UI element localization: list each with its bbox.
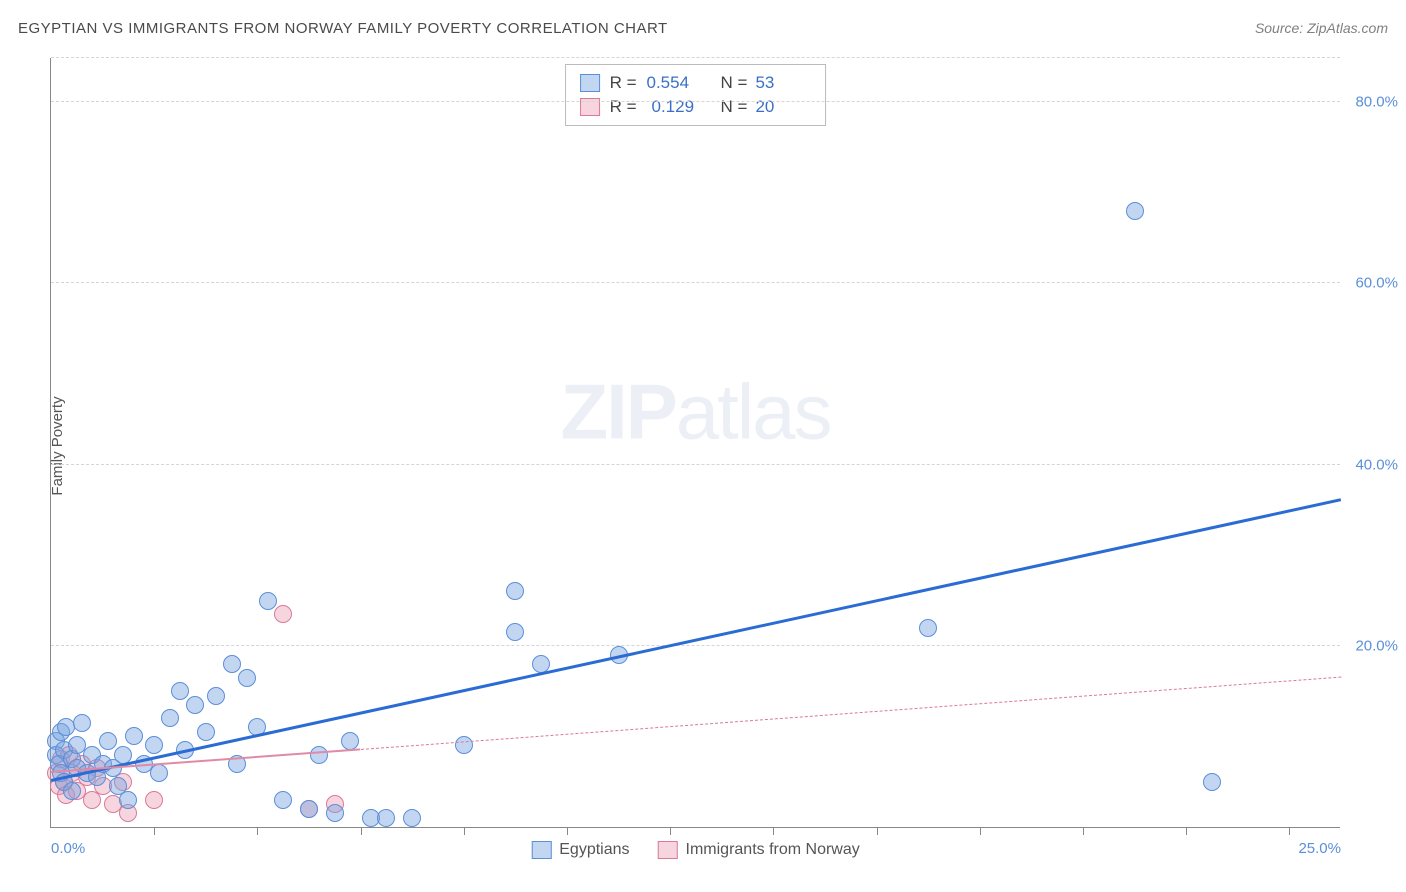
egyptian-point (377, 809, 395, 827)
egyptian-point (171, 682, 189, 700)
n-value-b: 20 (755, 97, 811, 117)
trendline-norway (361, 677, 1341, 750)
x-tick (567, 827, 568, 835)
correlation-legend: R = 0.554 N = 53 R = 0.129 N = 20 (565, 64, 827, 126)
series-legend: Egyptians Immigrants from Norway (531, 841, 860, 859)
gridline (51, 464, 1340, 465)
egyptian-point (326, 804, 344, 822)
source-label: Source: ZipAtlas.com (1255, 20, 1388, 36)
egyptian-point (506, 582, 524, 600)
egyptian-point (73, 714, 91, 732)
legend-row-norway: R = 0.129 N = 20 (580, 95, 812, 119)
egyptian-point (455, 736, 473, 754)
y-tick-label: 60.0% (1355, 275, 1398, 292)
norway-point (145, 791, 163, 809)
x-tick (464, 827, 465, 835)
egyptian-point (125, 727, 143, 745)
egyptian-point (197, 723, 215, 741)
swatch-egyptians-icon (531, 841, 551, 859)
egyptian-point (310, 746, 328, 764)
egyptian-point (150, 764, 168, 782)
legend-item-egyptians: Egyptians (531, 841, 629, 859)
y-tick-label: 40.0% (1355, 456, 1398, 473)
x-tick (1289, 827, 1290, 835)
x-tick (257, 827, 258, 835)
watermark: ZIPatlas (560, 366, 830, 457)
egyptian-point (259, 592, 277, 610)
egyptian-point (63, 782, 81, 800)
gridline (51, 645, 1340, 646)
swatch-norway-icon (658, 841, 678, 859)
chart-title: EGYPTIAN VS IMMIGRANTS FROM NORWAY FAMIL… (18, 20, 668, 37)
egyptian-point (403, 809, 421, 827)
x-tick-label: 25.0% (1298, 840, 1341, 857)
egyptian-point (919, 619, 937, 637)
gridline (51, 282, 1340, 283)
x-tick (670, 827, 671, 835)
egyptian-point (506, 623, 524, 641)
r-value-b: 0.129 (647, 97, 703, 117)
x-tick (773, 827, 774, 835)
egyptian-point (99, 732, 117, 750)
egyptian-point (223, 655, 241, 673)
scatter-plot: ZIPatlas R = 0.554 N = 53 R = 0.129 N = … (50, 58, 1340, 828)
trendline-egyptians (51, 498, 1342, 781)
egyptian-point (1203, 773, 1221, 791)
egyptian-point (300, 800, 318, 818)
legend-item-norway: Immigrants from Norway (658, 841, 860, 859)
egyptian-point (145, 736, 163, 754)
egyptian-point (119, 791, 137, 809)
egyptian-point (207, 687, 225, 705)
r-value-a: 0.554 (647, 73, 703, 93)
egyptian-point (238, 669, 256, 687)
x-tick (980, 827, 981, 835)
norway-point (274, 605, 292, 623)
x-tick (877, 827, 878, 835)
egyptian-point (341, 732, 359, 750)
n-value-a: 53 (755, 73, 811, 93)
egyptian-point (161, 709, 179, 727)
egyptian-point (186, 696, 204, 714)
legend-row-egyptians: R = 0.554 N = 53 (580, 71, 812, 95)
x-tick (154, 827, 155, 835)
x-tick (361, 827, 362, 835)
y-tick-label: 20.0% (1355, 637, 1398, 654)
x-tick-label: 0.0% (51, 840, 85, 857)
x-tick (1083, 827, 1084, 835)
x-tick (1186, 827, 1187, 835)
gridline (51, 101, 1340, 102)
gridline (51, 57, 1340, 58)
swatch-egyptians (580, 74, 600, 92)
egyptian-point (274, 791, 292, 809)
y-tick-label: 80.0% (1355, 94, 1398, 111)
egyptian-point (1126, 202, 1144, 220)
